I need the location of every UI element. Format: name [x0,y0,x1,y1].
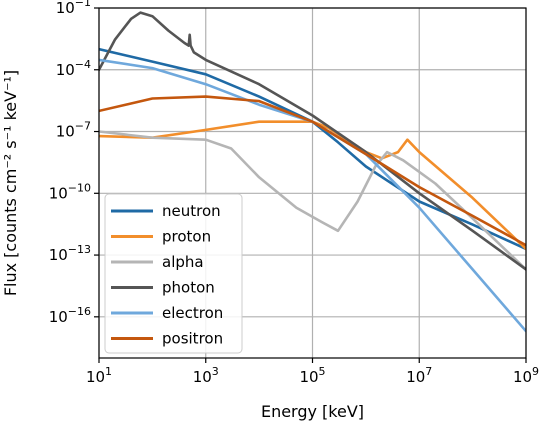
legend-label-photon: photon [162,279,215,297]
axis-ticks: 101 103 105 107 109 10−16 10−13 10−10 10−7 10−4 10… [49,0,539,386]
legend-label-proton: proton [162,228,211,246]
legend: neutron proton alpha photon electron positron [104,193,243,354]
x-axis-title: Energy [keV] [261,402,364,421]
legend-label-electron: electron [162,304,223,322]
series-line-positron [99,95,526,247]
x-tick-label: 105 [299,365,325,386]
y-axis-title: Flux [counts cm⁻² s⁻¹ keV⁻¹] [1,70,20,296]
y-tick-label: 10−1 [56,0,91,17]
series-line-alpha [99,130,526,271]
y-tick-label: 10−13 [49,243,91,264]
y-tick-label: 10−10 [49,181,91,202]
y-tick-label: 10−4 [56,58,91,79]
legend-label-neutron: neutron [162,202,221,220]
legend-label-alpha: alpha [162,253,204,271]
x-tick-label: 103 [193,365,219,386]
series-lines [99,11,526,333]
y-tick-label: 10−7 [56,120,91,141]
x-tick-label: 101 [86,365,112,386]
legend-label-positron: positron [162,330,223,348]
y-tick-label: 10−16 [49,305,91,326]
x-tick-label: 109 [513,365,539,386]
x-tick-label: 107 [406,365,432,386]
